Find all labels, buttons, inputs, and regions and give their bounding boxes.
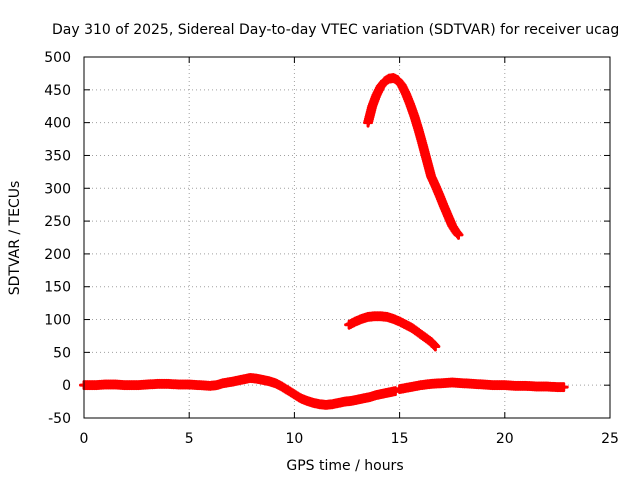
series-arc-3 [344,311,441,352]
data-point-marker [430,341,441,352]
grid-lines [84,57,610,418]
y-tick-label: 150 [44,280,71,296]
x-tick-label: 25 [601,431,619,447]
y-tick-label: 200 [44,247,71,263]
x-tick-label: 10 [285,431,303,447]
data-point-marker [558,382,569,393]
y-tick-label: 400 [44,116,71,132]
y-tick-label: 350 [44,148,71,164]
y-tick-label: -50 [48,411,71,427]
x-tick-label: 20 [496,431,514,447]
series-arc-1 [79,372,401,410]
y-tick-label: 300 [44,181,71,197]
y-tick-label: 100 [44,313,71,329]
y-tick-label: 250 [44,214,71,230]
x-tick-label: 0 [80,431,89,447]
data-series [79,73,569,410]
data-point-marker [453,229,464,240]
x-tick-label: 15 [391,431,409,447]
y-tick-label: 50 [53,345,71,361]
axis-ticks: 0 5 10 15 20 25 -50 0 50 100 150 200 250 300 350 400 450… [44,50,619,447]
y-axis-label: SDTVAR / TECUs [7,181,23,296]
series-arc-2 [394,377,569,395]
x-axis-label: GPS time / hours [286,458,403,474]
y-tick-label: 0 [62,378,71,394]
y-tick-label: 450 [44,83,71,99]
plot-frame [83,56,611,419]
series-arc-4 [363,73,464,240]
x-tick-label: 5 [185,431,194,447]
y-tick-label: 500 [44,50,71,66]
chart-title: Day 310 of 2025, Sidereal Day-to-day VTE… [52,22,619,38]
